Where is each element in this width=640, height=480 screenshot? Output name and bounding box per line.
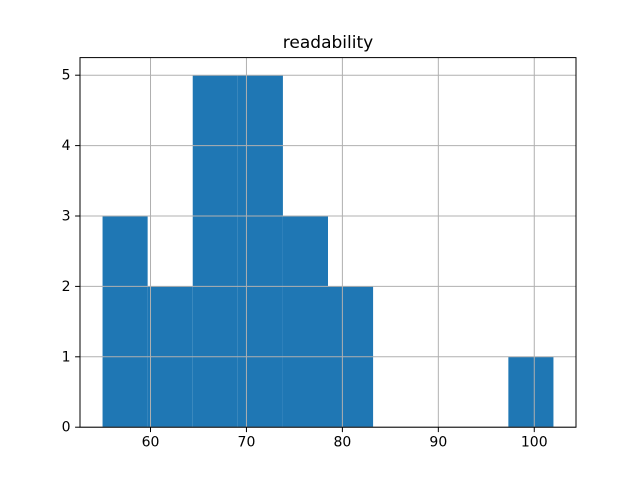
y-tick-label: 4 bbox=[62, 138, 71, 154]
x-tick-label: 80 bbox=[333, 435, 351, 451]
chart-title: readability bbox=[283, 33, 373, 53]
y-tick-label: 3 bbox=[62, 209, 71, 225]
y-tick-label: 0 bbox=[62, 420, 71, 436]
histogram-bar bbox=[192, 75, 238, 428]
histogram-bar bbox=[102, 216, 148, 428]
histogram-bar bbox=[508, 356, 554, 428]
histogram-bar bbox=[282, 216, 328, 428]
x-tick-label: 100 bbox=[521, 435, 548, 451]
x-tick-label: 70 bbox=[238, 435, 256, 451]
axes-spines bbox=[79, 57, 577, 428]
x-tick-label: 60 bbox=[142, 435, 160, 451]
y-tick-label: 1 bbox=[62, 349, 71, 365]
y-tick-label: 5 bbox=[62, 68, 71, 84]
histogram-bar bbox=[237, 75, 283, 428]
x-tick-label: 90 bbox=[429, 435, 447, 451]
y-tick-label: 2 bbox=[62, 279, 71, 295]
